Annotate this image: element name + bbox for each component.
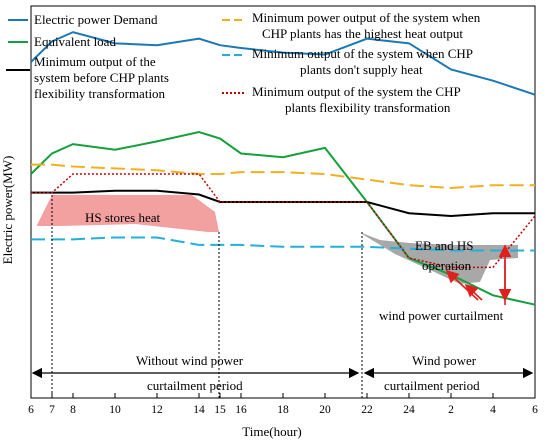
x-tick-label: 14 bbox=[193, 404, 205, 416]
x-tick-label: 2 bbox=[448, 404, 454, 416]
x-tick-label: 15 bbox=[214, 404, 226, 416]
hs-stores-heat-region bbox=[37, 195, 219, 232]
x-tick-label: 8 bbox=[70, 404, 76, 416]
legend-label-before-3: flexibility transformation bbox=[34, 86, 166, 101]
curtailment-label: wind power curtailment bbox=[379, 308, 504, 323]
period-right-label-2: curtailment period bbox=[384, 378, 480, 393]
x-tick-label: 16 bbox=[235, 404, 247, 416]
x-tick-label: 10 bbox=[109, 404, 121, 416]
legend-label-after-2: plants flexibility transformation bbox=[285, 100, 451, 115]
x-tick-label: 7 bbox=[49, 404, 55, 416]
eb-hs-label-2: operation bbox=[422, 258, 472, 273]
series-line-0 bbox=[30, 31, 536, 96]
legend-label-demand: Electric power Demand bbox=[34, 12, 158, 27]
legend-label-equivalent: Equivalent load bbox=[34, 34, 116, 49]
x-axis-title: Time(hour) bbox=[242, 424, 301, 439]
series-lines bbox=[30, 31, 536, 306]
legend-label-highest-1: Minimum power output of the system when bbox=[252, 10, 481, 25]
legend-label-before-2: system before CHP plants bbox=[34, 70, 169, 85]
series-line-2 bbox=[31, 163, 535, 190]
series-line-3 bbox=[31, 236, 535, 252]
legend-label-after-1: Minimum output of the system the CHP bbox=[252, 84, 461, 99]
x-tick-label: 4 bbox=[490, 404, 496, 416]
period-left-label-1: Without wind power bbox=[136, 353, 244, 368]
eb-hs-label-1: EB and HS bbox=[415, 238, 474, 253]
x-tick-label: 6 bbox=[532, 404, 538, 416]
legend-label-highest-2: CHP plants has the highest heat output bbox=[262, 26, 463, 41]
period-right-label-1: Wind power bbox=[412, 353, 477, 368]
hs-stores-heat-label: HS stores heat bbox=[85, 210, 160, 225]
x-axis-ticks: 6 7 8 10 12 14 15 16 18 20 22 24 2 4 6 bbox=[28, 393, 538, 416]
legend-label-noheat-2: plants don't supply heat bbox=[300, 62, 423, 77]
x-tick-label: 18 bbox=[277, 404, 289, 416]
x-tick-label: 12 bbox=[151, 404, 163, 416]
series-line-4 bbox=[31, 189, 535, 218]
legend: Electric power Demand Equivalent load Mi… bbox=[6, 10, 481, 115]
legend-label-noheat-1: Minimum output of the system when CHP bbox=[252, 46, 473, 61]
y-axis-title: Electric power(MW) bbox=[0, 156, 15, 265]
period-left-label-2: curtailment period bbox=[147, 378, 243, 393]
curtailment-pointer-2 bbox=[464, 283, 483, 301]
x-tick-label: 6 bbox=[28, 404, 34, 416]
x-tick-label: 20 bbox=[319, 404, 331, 416]
x-tick-label: 24 bbox=[403, 404, 415, 416]
series-line-1 bbox=[30, 130, 536, 306]
legend-label-before-1: Minimum output of the bbox=[34, 54, 156, 69]
x-tick-label: 22 bbox=[361, 404, 373, 416]
